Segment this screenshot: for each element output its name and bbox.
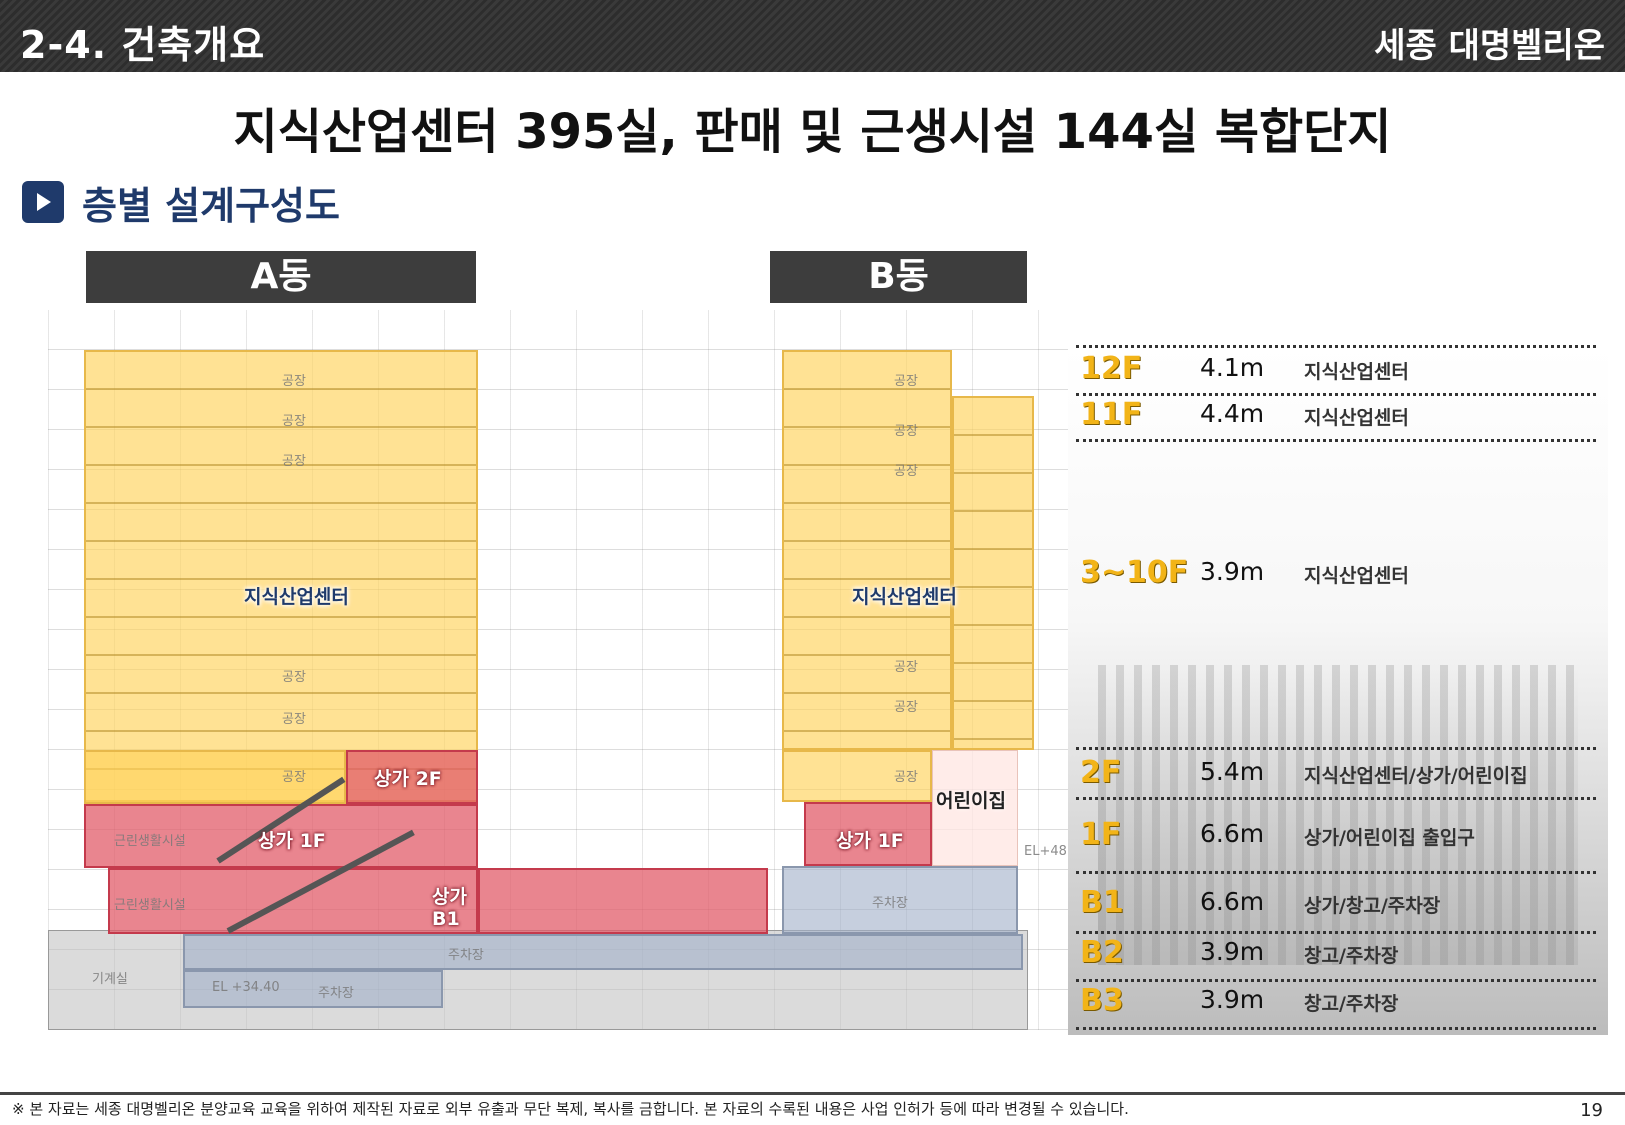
- b-knowledge-center-zone-right: [952, 396, 1034, 750]
- floor-use: 창고/주차장: [1304, 945, 1399, 967]
- floor-use: 지식산업센터: [1304, 407, 1409, 429]
- a-2f-yellow-zone: [84, 750, 346, 804]
- building-a-label: A동: [86, 251, 476, 303]
- parking-note: 주차장: [318, 986, 354, 1001]
- floor-use: 상가/어린이집 출입구: [1304, 827, 1475, 849]
- page-number: 19: [1580, 1100, 1603, 1121]
- floor-use: 지식산업센터: [1304, 361, 1409, 383]
- floor-height: 3.9m: [1200, 557, 1265, 586]
- floor-label: B2: [1080, 935, 1124, 970]
- floor-use: 지식산업센터: [1304, 565, 1409, 587]
- divider: [1076, 797, 1596, 800]
- section-title: 2-4. 건축개요: [20, 23, 266, 67]
- a-knowledge-center-label: 지식산업센터: [244, 586, 349, 608]
- floor-height: 4.4m: [1200, 399, 1265, 428]
- building-b-label: B동: [770, 251, 1027, 303]
- machine-room-note: 기계실: [92, 972, 128, 987]
- floor-use: 상가/창고/주차장: [1304, 895, 1441, 917]
- floor-label: 1F: [1080, 817, 1122, 852]
- floor-row-2f: 2F 5.4m 지식산업센터/상가/어린이집: [1076, 755, 1596, 795]
- section-drawing: 공장 공장 공장 공장 공장 공장 공장 공장 공장 공장 공장 공장 근린생활…: [48, 310, 1068, 1030]
- b-shop-1f-zone: [804, 802, 932, 866]
- b-daycare-label: 어린이집: [936, 790, 1006, 812]
- floor-height: 3.9m: [1200, 985, 1265, 1014]
- divider: [1076, 345, 1596, 348]
- b-parking-zone: [782, 866, 1018, 934]
- factory-note: 공장: [894, 374, 918, 389]
- floor-label: 3~10F: [1080, 555, 1189, 590]
- parking-note: 주차장: [872, 896, 908, 911]
- floor-label: 11F: [1080, 397, 1143, 432]
- divider: [1076, 931, 1596, 934]
- header-bar: 2-4. 건축개요 세종 대명벨리온: [0, 0, 1625, 72]
- factory-note: 공장: [282, 770, 306, 785]
- floor-label: B3: [1080, 983, 1124, 1018]
- neighborhood-note: 근린생활시설: [114, 898, 186, 913]
- b-knowledge-center-label: 지식산업센터: [852, 586, 957, 608]
- floor-row-3-10f: 3~10F 3.9m 지식산업센터: [1076, 555, 1596, 595]
- subheading: 층별 설계구성도: [22, 180, 340, 228]
- divider: [1076, 871, 1596, 874]
- floor-use: 창고/주차장: [1304, 993, 1399, 1015]
- subheading-text: 층별 설계구성도: [82, 183, 340, 228]
- factory-note: 공장: [894, 464, 918, 479]
- a-shop-1f-zone: [84, 804, 478, 868]
- floor-row-1f: 1F 6.6m 상가/어린이집 출입구: [1076, 817, 1596, 857]
- a-shop-1f-label: 상가 1F: [258, 830, 326, 852]
- floor-row-b3: B3 3.9m 창고/주차장: [1076, 983, 1596, 1023]
- elevation-note-b: EL+48: [1024, 844, 1067, 859]
- floor-row-12f: 12F 4.1m 지식산업센터: [1076, 351, 1596, 391]
- floor-height: 3.9m: [1200, 937, 1265, 966]
- divider: [1076, 393, 1596, 396]
- a-shop-2f-label: 상가 2F: [374, 768, 442, 790]
- floor-row-11f: 11F 4.4m 지식산업센터: [1076, 397, 1596, 437]
- a-shop-b1-zone: [108, 868, 478, 934]
- divider: [1076, 747, 1596, 750]
- divider: [1076, 1027, 1596, 1030]
- page-title: 지식산업센터 395실, 판매 및 근생시설 144실 복합단지: [233, 104, 1392, 160]
- b-shop-1f-label: 상가 1F: [836, 830, 904, 852]
- connector-b1-zone: [478, 868, 768, 934]
- floor-table: 12F 4.1m 지식산업센터 11F 4.4m 지식산업센터 3~10F 3.…: [1068, 345, 1608, 1035]
- b-2f-yellow-zone: [782, 750, 932, 802]
- divider: [1076, 439, 1596, 442]
- floor-label: B1: [1080, 885, 1124, 920]
- a-knowledge-center-zone: [84, 350, 478, 802]
- floor-label: 12F: [1080, 351, 1143, 386]
- floor-height: 6.6m: [1200, 887, 1265, 916]
- b-knowledge-center-zone-left: [782, 350, 952, 750]
- floor-height: 5.4m: [1200, 757, 1265, 786]
- factory-note: 공장: [282, 670, 306, 685]
- floor-use: 지식산업센터/상가/어린이집: [1304, 765, 1528, 787]
- factory-note: 공장: [894, 660, 918, 675]
- floor-row-b1: B1 6.6m 상가/창고/주차장: [1076, 885, 1596, 925]
- factory-note: 공장: [894, 424, 918, 439]
- parking-note: 주차장: [448, 948, 484, 963]
- factory-note: 공장: [282, 454, 306, 469]
- factory-note: 공장: [282, 374, 306, 389]
- parking-b2-zone: [183, 934, 1023, 970]
- footer-disclaimer: ※ 본 자료는 세종 대명벨리온 분양교육 교육을 위하여 제작된 자료로 외부…: [12, 1100, 1129, 1118]
- play-icon: [22, 181, 64, 223]
- a-shop-2f-zone: [346, 750, 478, 804]
- a-shop-b1-label: 상가 B1: [432, 886, 467, 930]
- neighborhood-note: 근린생활시설: [114, 834, 186, 849]
- factory-note: 공장: [282, 414, 306, 429]
- footer-divider: [0, 1092, 1625, 1095]
- city-background-image: [1098, 665, 1578, 965]
- divider: [1076, 979, 1596, 982]
- factory-note: 공장: [894, 770, 918, 785]
- b-daycare-zone: [932, 750, 1018, 866]
- factory-note: 공장: [282, 712, 306, 727]
- brand-name: 세종 대명벨리온: [1374, 26, 1605, 66]
- floor-height: 4.1m: [1200, 353, 1265, 382]
- elevation-note-a: EL +34.40: [212, 980, 280, 995]
- floor-height: 6.6m: [1200, 819, 1265, 848]
- floor-label: 2F: [1080, 755, 1122, 790]
- parking-b3-zone: [183, 970, 443, 1008]
- floor-row-b2: B2 3.9m 창고/주차장: [1076, 935, 1596, 975]
- factory-note: 공장: [894, 700, 918, 715]
